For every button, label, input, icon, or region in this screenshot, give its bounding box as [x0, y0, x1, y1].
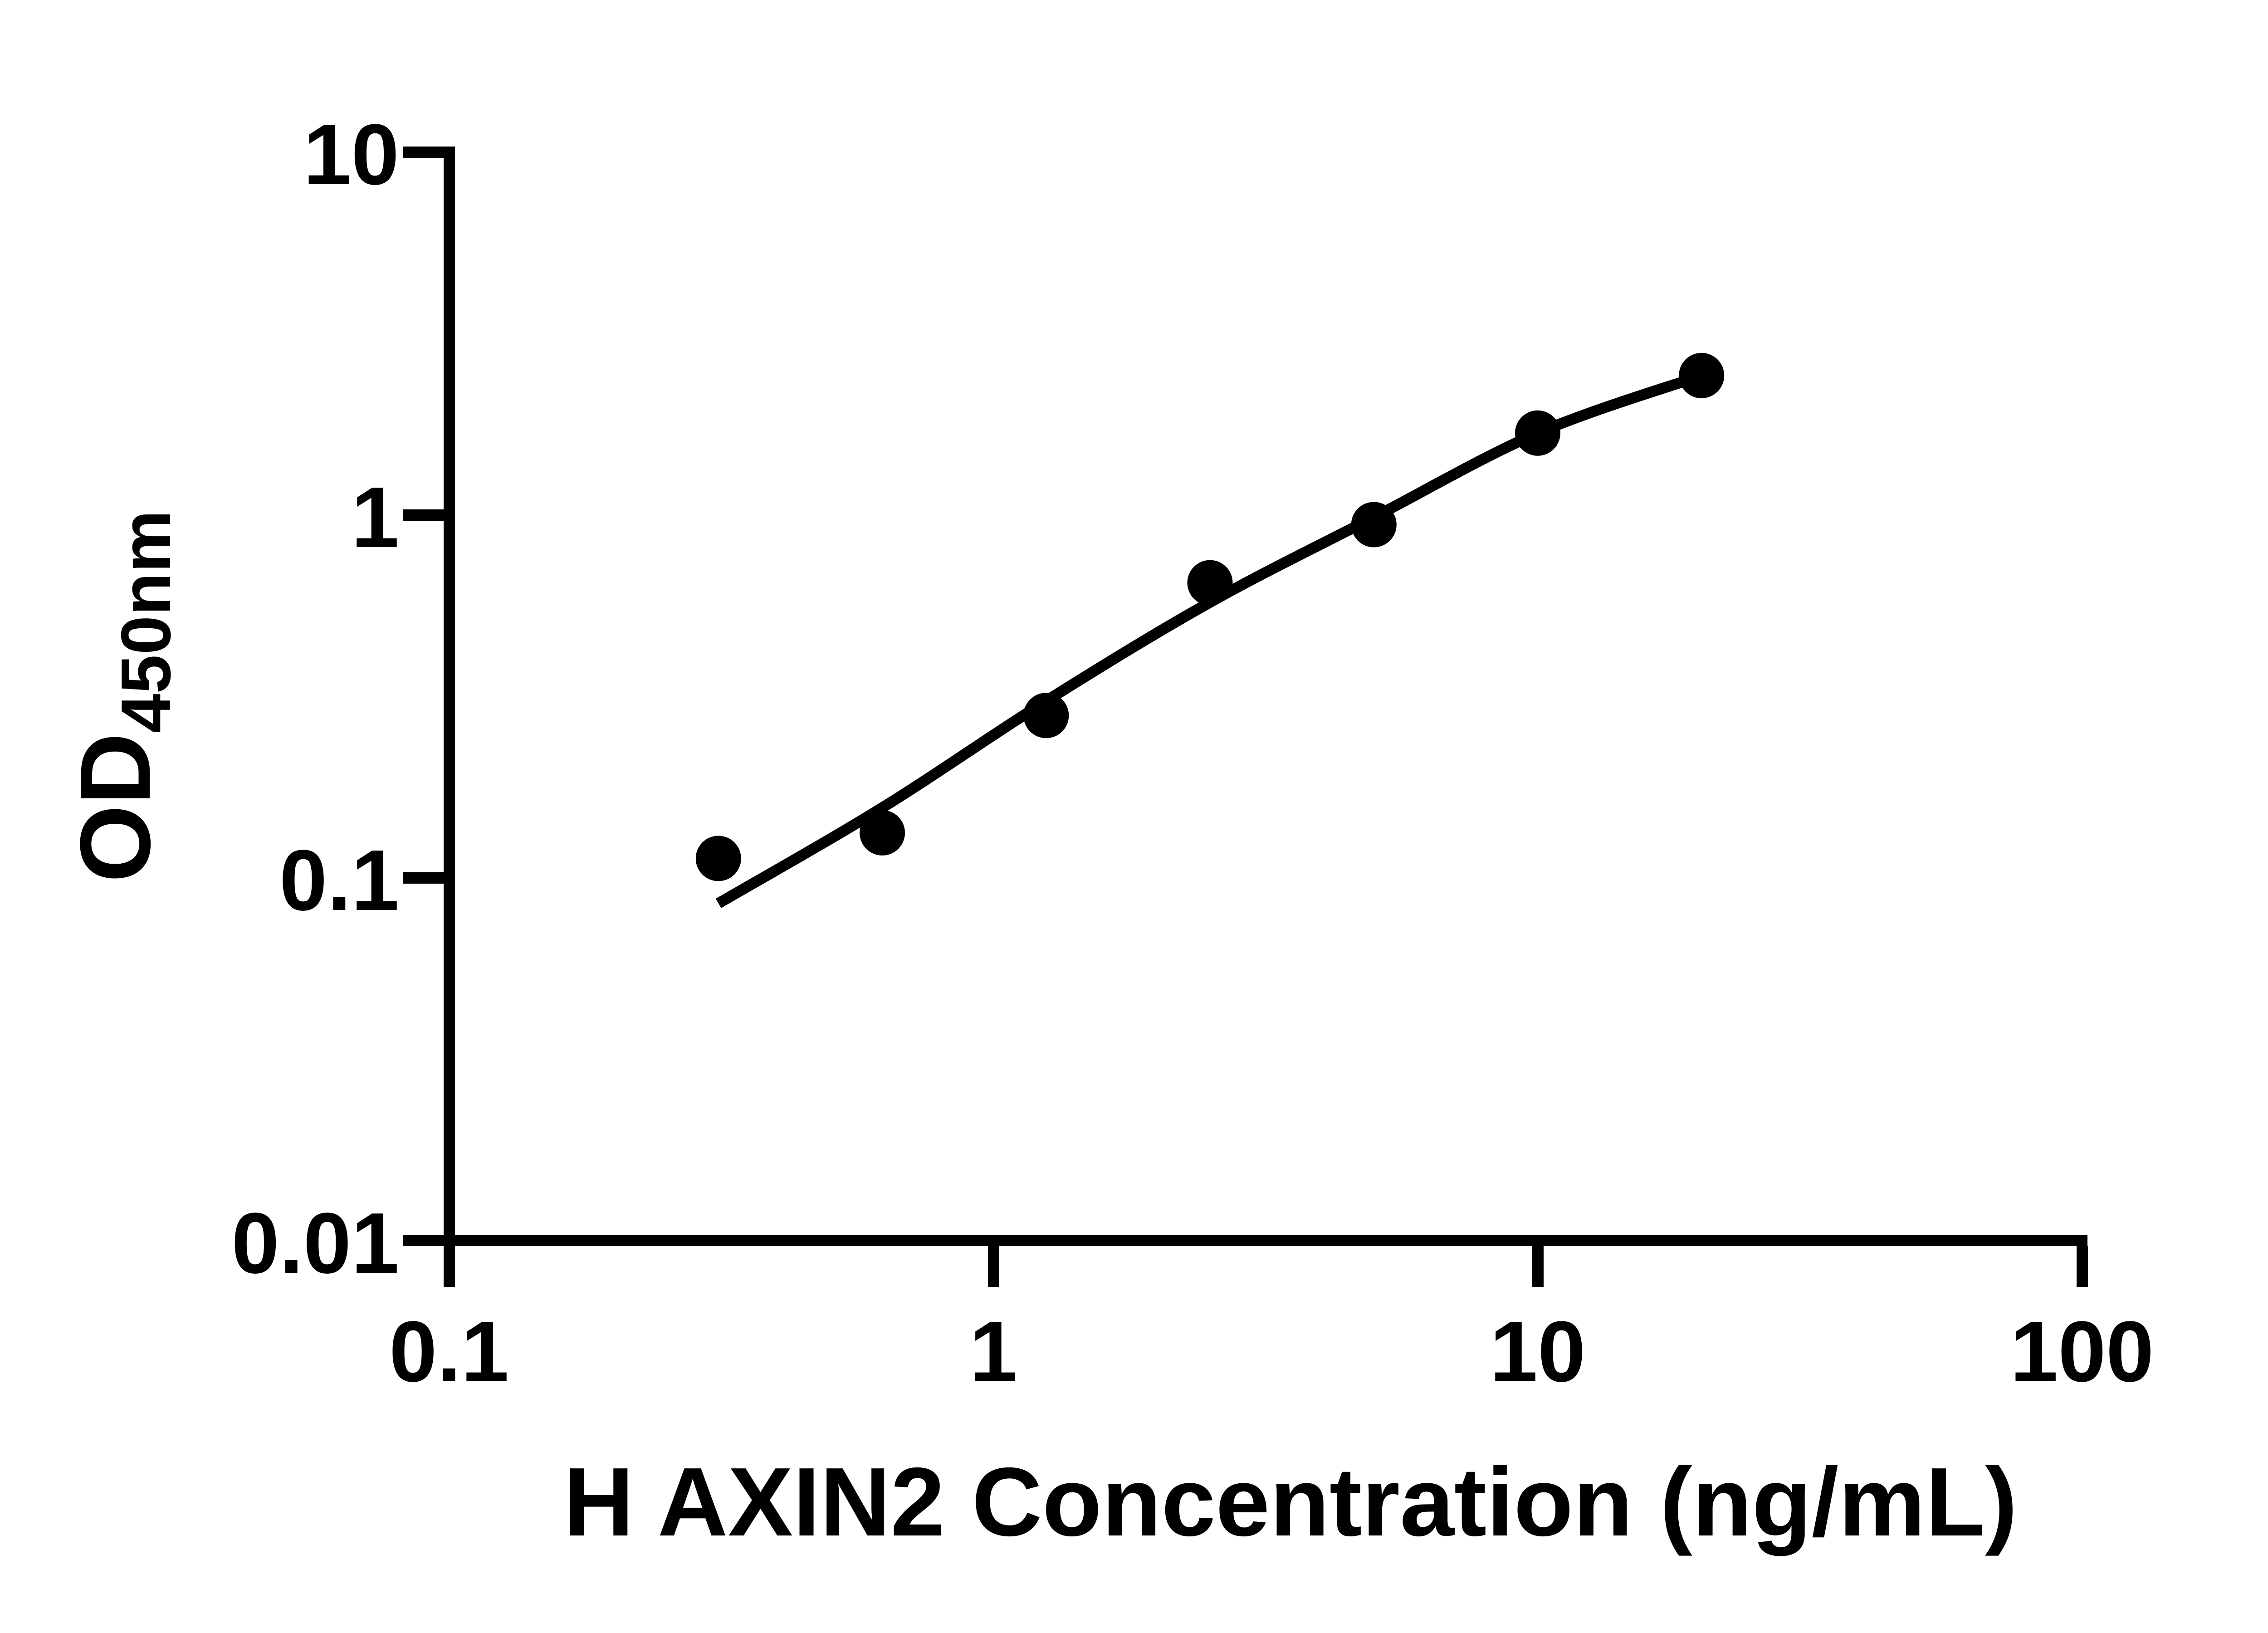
- y-axis-line: [444, 147, 455, 1246]
- x-tick-label-100: 100: [2010, 1304, 2154, 1400]
- x-axis-line: [444, 1235, 2087, 1246]
- x-tick-mark-100: [2077, 1246, 2088, 1287]
- data-point: [1679, 352, 1725, 398]
- data-point: [860, 810, 905, 856]
- data-point-layer: [695, 352, 1725, 881]
- data-point: [1187, 560, 1233, 606]
- y-axis-title: OD450nm: [59, 510, 185, 882]
- x-tick-label-10: 10: [1490, 1304, 1585, 1400]
- y-tick-mark-10: [403, 147, 444, 158]
- data-point: [1351, 502, 1397, 548]
- x-tick-mark-1: [988, 1246, 999, 1287]
- x-tick-label-1: 1: [969, 1304, 1017, 1400]
- y-tick-label-0-01: 0.01: [231, 1195, 399, 1291]
- data-point: [695, 836, 741, 881]
- y-tick-label-1: 1: [351, 469, 399, 566]
- x-axis-title: H AXIN2 Concentration (ng/mL): [563, 1447, 2017, 1556]
- y-tick-mark-0-1: [403, 872, 444, 884]
- x-tick-mark-0-1: [444, 1246, 455, 1287]
- y-tick-mark-1: [403, 509, 444, 521]
- x-tick-mark-10: [1532, 1246, 1544, 1287]
- y-tick-label-10: 10: [303, 107, 399, 203]
- data-point: [1515, 410, 1560, 456]
- y-tick-label-0-1: 0.1: [279, 832, 399, 929]
- y-tick-mark-0-01: [403, 1235, 444, 1246]
- y-axis-title-subscript: 450nm: [107, 510, 185, 733]
- x-tick-label-0-1: 0.1: [389, 1304, 509, 1400]
- data-point: [1023, 693, 1069, 738]
- y-axis-title-main: OD: [59, 733, 171, 883]
